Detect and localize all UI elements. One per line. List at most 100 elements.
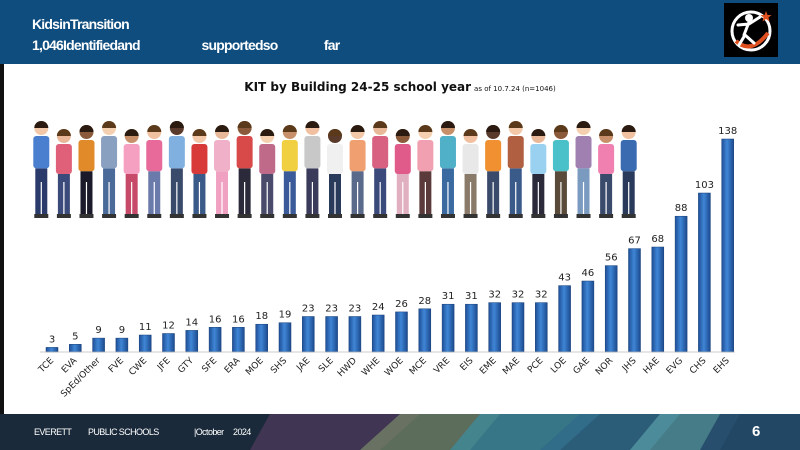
value-label-TCE: 3 bbox=[49, 334, 55, 345]
category-label-JAE: JAE bbox=[295, 356, 313, 374]
category-label-CHS: CHS bbox=[688, 356, 709, 377]
category-label-SFE: SFE bbox=[200, 356, 219, 375]
child-figure bbox=[146, 125, 163, 218]
bar-SpEd/Other bbox=[92, 337, 105, 353]
category-label-EVA: EVA bbox=[60, 355, 80, 375]
child-figure bbox=[33, 121, 50, 218]
value-label-SHS: 19 bbox=[279, 310, 292, 321]
bar-SHS bbox=[278, 322, 292, 353]
value-label-VRE: 31 bbox=[442, 291, 455, 302]
bar-MOE bbox=[255, 323, 268, 353]
bar-JAE bbox=[302, 316, 315, 353]
child-figure bbox=[507, 121, 524, 218]
child-figure bbox=[552, 125, 569, 218]
category-label-JHS: JHS bbox=[620, 356, 639, 375]
child-figure bbox=[236, 121, 253, 218]
child-figure bbox=[530, 129, 547, 218]
value-label-MOE: 18 bbox=[255, 311, 268, 322]
bar-VRE bbox=[441, 303, 455, 353]
value-label-JFE: 12 bbox=[162, 321, 175, 332]
child-figure bbox=[462, 129, 479, 218]
page-number: 6 bbox=[752, 423, 761, 440]
value-label-FVE: 9 bbox=[119, 325, 125, 336]
category-label-LOE: LOE bbox=[549, 356, 569, 376]
category-label-EVG: EVG bbox=[665, 356, 685, 376]
category-label-EIS: EIS bbox=[459, 356, 476, 373]
value-label-EVA: 5 bbox=[72, 331, 78, 342]
child-figure bbox=[620, 125, 637, 218]
value-label-WOE: 26 bbox=[395, 299, 408, 310]
value-label-PCE: 32 bbox=[535, 290, 548, 301]
category-label-WOE: WOE bbox=[383, 356, 406, 379]
category-label-MAE: MAE bbox=[501, 356, 522, 377]
value-label-MAE: 32 bbox=[512, 290, 525, 301]
bar-CHS bbox=[698, 192, 711, 353]
bar-JFE bbox=[162, 333, 175, 353]
child-figure bbox=[485, 125, 502, 218]
bar-EHS bbox=[721, 138, 734, 353]
footer-org-subtitle: PUBLIC SCHOOLS bbox=[88, 427, 159, 437]
value-label-GTY: 14 bbox=[185, 317, 198, 328]
value-label-HWD: 23 bbox=[349, 304, 362, 315]
bar-MAE bbox=[511, 302, 525, 353]
bar-HWD bbox=[348, 316, 362, 353]
bar-TCE bbox=[45, 347, 59, 353]
value-label-LOE: 43 bbox=[558, 273, 571, 284]
category-label-GTY: GTY bbox=[176, 356, 196, 376]
bar-ERA bbox=[232, 327, 245, 353]
bars-group: 3TCE5EVA9SpEd/Other9FVE11CWE12JFE14GTY16… bbox=[36, 126, 737, 399]
child-figure bbox=[259, 129, 276, 218]
category-label-CWE: CWE bbox=[127, 356, 149, 378]
value-label-SpEd/Other: 9 bbox=[95, 325, 101, 336]
header-banner: KidsinTransition 1,046Identifiedand supp… bbox=[0, 0, 800, 64]
chart-subtitle: as of 10.7.24 (n=1046) bbox=[474, 85, 556, 93]
footer-org-name: EVERETT bbox=[34, 427, 72, 437]
bar-WOE bbox=[395, 311, 408, 353]
bar-NOR bbox=[604, 265, 618, 353]
child-figure bbox=[575, 121, 592, 218]
bar-EVG bbox=[674, 215, 688, 353]
bar-HAE bbox=[651, 246, 665, 353]
child-figure bbox=[191, 129, 208, 218]
category-label-MOE: MOE bbox=[244, 356, 266, 378]
children-photo bbox=[30, 114, 640, 224]
value-label-SLE: 23 bbox=[325, 304, 338, 315]
value-label-EVG: 88 bbox=[675, 203, 688, 214]
value-label-JAE: 23 bbox=[302, 304, 315, 315]
category-label-TCE: TCE bbox=[36, 356, 56, 376]
bar-chart: 3TCE5EVA9SpEd/Other9FVE11CWE12JFE14GTY16… bbox=[36, 126, 737, 399]
child-figure bbox=[55, 129, 72, 218]
category-label-ERA: ERA bbox=[223, 355, 243, 375]
child-figure bbox=[349, 125, 366, 218]
category-label-MCE: MCE bbox=[408, 356, 429, 377]
child-figure bbox=[439, 121, 456, 218]
chart-title-row: KIT by Building 24-25 school year as of 1… bbox=[0, 80, 800, 94]
value-label-WHE: 24 bbox=[372, 302, 385, 313]
child-figure bbox=[101, 121, 118, 218]
header-title: KidsinTransition bbox=[32, 16, 130, 32]
bar-WHE bbox=[371, 314, 385, 353]
footer-date: |October 2024 bbox=[194, 427, 251, 437]
child-figure bbox=[394, 129, 411, 218]
category-label-PCE: PCE bbox=[526, 356, 546, 376]
bar-PCE bbox=[535, 302, 548, 353]
value-label-GAE: 46 bbox=[582, 268, 595, 279]
child-figure bbox=[168, 121, 185, 218]
child-figure bbox=[214, 125, 231, 218]
bar-EVA bbox=[69, 344, 82, 353]
category-label-FVE: FVE bbox=[107, 356, 126, 375]
value-label-CWE: 11 bbox=[139, 322, 152, 333]
category-label-EHS: EHS bbox=[712, 356, 732, 376]
category-label-JFE: JFE bbox=[155, 356, 173, 374]
bar-EME bbox=[488, 302, 501, 353]
category-label-HWD: HWD bbox=[336, 356, 359, 379]
bar-SLE bbox=[325, 316, 338, 353]
bar-JHS bbox=[628, 248, 641, 353]
footer-decoration bbox=[250, 414, 800, 450]
bar-MCE bbox=[418, 308, 432, 353]
child-figure bbox=[598, 129, 615, 218]
child-figure bbox=[123, 129, 140, 218]
bar-GTY bbox=[185, 330, 199, 353]
child-figure bbox=[417, 125, 434, 218]
bar-FVE bbox=[115, 337, 129, 353]
